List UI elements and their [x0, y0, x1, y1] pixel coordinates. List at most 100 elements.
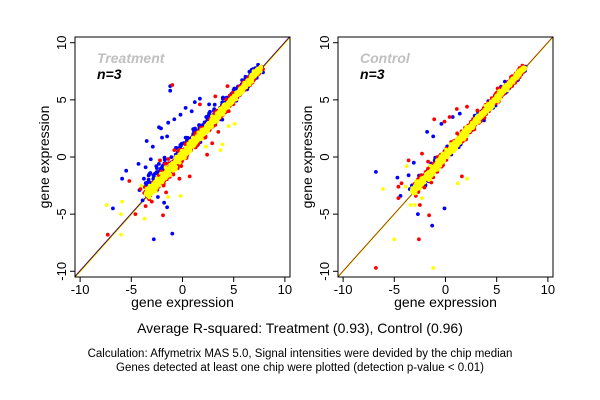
band-point-red — [226, 109, 231, 113]
data-point-red — [432, 117, 437, 122]
band-point-yellow — [173, 161, 177, 166]
band-point-yellow — [253, 73, 257, 77]
data-point-red — [143, 204, 148, 209]
panel-title: Control — [360, 50, 411, 66]
band-point-blue — [191, 127, 196, 131]
band-point-red — [171, 172, 176, 177]
data-point-blue — [457, 111, 462, 116]
band-point-yellow — [484, 109, 489, 113]
band-point-blue — [169, 155, 174, 160]
data-point-yellow — [166, 195, 171, 199]
band-point-yellow — [492, 98, 497, 103]
band-point-blue — [221, 95, 225, 100]
data-point-red — [420, 151, 424, 156]
data-point-blue — [178, 112, 183, 117]
band-point-yellow — [259, 64, 263, 69]
band-point-yellow — [474, 114, 479, 119]
data-point-red — [225, 84, 230, 88]
data-point-blue — [156, 195, 160, 199]
plot-area — [75, 37, 290, 277]
data-point-red — [406, 158, 411, 163]
band-point-yellow — [446, 151, 450, 156]
y-tick-label: -10 — [54, 262, 69, 281]
data-point-blue — [136, 162, 141, 166]
band-point-yellow — [456, 136, 461, 140]
data-point-red — [172, 148, 177, 153]
band-point-blue — [178, 143, 183, 147]
band-point-yellow — [450, 149, 455, 154]
band-point-yellow — [171, 165, 176, 170]
band-point-yellow — [210, 120, 215, 125]
x-tick-label: 5 — [230, 282, 237, 297]
data-point-yellow — [220, 142, 225, 147]
band-point-yellow — [481, 113, 486, 117]
data-point-yellow — [120, 199, 124, 204]
data-point-yellow — [119, 212, 123, 217]
x-tick-label: 10 — [541, 282, 555, 297]
data-point-yellow — [404, 164, 409, 169]
band-point-yellow — [467, 127, 472, 132]
data-point-yellow — [119, 232, 123, 237]
data-point-red — [163, 162, 168, 166]
band-point-blue — [151, 176, 156, 181]
band-point-red — [422, 185, 427, 190]
band-point-yellow — [427, 169, 432, 174]
x-tick-label: 0 — [179, 282, 186, 297]
band-point-yellow — [179, 156, 184, 161]
data-point-blue — [198, 96, 202, 101]
band-point-yellow — [198, 137, 203, 142]
y-tick-label: -5 — [54, 208, 69, 220]
data-point-blue — [148, 157, 153, 162]
data-point-blue — [165, 205, 170, 210]
band-point-yellow — [458, 140, 463, 145]
band-point-yellow — [417, 184, 422, 189]
data-point-blue — [160, 135, 164, 140]
data-point-yellow — [420, 196, 424, 201]
data-point-blue — [165, 134, 170, 139]
data-point-blue — [503, 79, 507, 84]
y-axis-label: gene expression — [36, 106, 52, 209]
data-point-blue — [166, 120, 171, 125]
band-point-yellow — [226, 100, 231, 105]
data-point-blue — [120, 176, 124, 181]
data-point-blue — [430, 223, 435, 228]
data-point-blue — [150, 144, 155, 149]
band-point-yellow — [152, 185, 157, 190]
band-point-yellow — [187, 148, 192, 152]
band-point-yellow — [202, 132, 207, 137]
detection-caption: Genes detected at least one chip were pl… — [116, 362, 484, 374]
plot-area — [338, 37, 553, 277]
band-point-yellow — [234, 94, 239, 99]
band-point-yellow — [159, 171, 163, 176]
data-point-yellow — [465, 176, 469, 181]
data-point-red — [447, 115, 452, 119]
band-point-yellow — [258, 68, 262, 73]
band-point-red — [203, 135, 208, 140]
data-point-yellow — [218, 148, 223, 153]
y-tick-label: -5 — [317, 208, 332, 220]
data-point-yellow — [178, 194, 183, 198]
band-point-yellow — [159, 179, 164, 184]
band-point-yellow — [222, 109, 227, 114]
data-point-red — [164, 190, 169, 195]
y-tick-label: 5 — [317, 96, 332, 103]
data-point-blue — [425, 130, 429, 134]
data-point-yellow — [412, 203, 417, 207]
band-point-yellow — [146, 192, 150, 197]
band-point-yellow — [514, 74, 519, 78]
data-point-yellow — [208, 125, 213, 130]
data-point-blue — [192, 100, 197, 104]
band-point-blue — [212, 102, 217, 107]
data-point-blue — [450, 115, 455, 119]
data-point-blue — [406, 173, 411, 178]
data-point-red — [105, 232, 110, 237]
band-point-yellow — [500, 88, 504, 93]
band-point-yellow — [451, 142, 455, 147]
band-point-yellow — [430, 168, 435, 172]
band-point-yellow — [520, 67, 525, 72]
band-point-yellow — [448, 142, 453, 147]
band-point-yellow — [449, 146, 454, 151]
data-point-blue — [442, 206, 447, 211]
band-point-blue — [142, 176, 146, 181]
band-point-yellow — [471, 124, 475, 129]
